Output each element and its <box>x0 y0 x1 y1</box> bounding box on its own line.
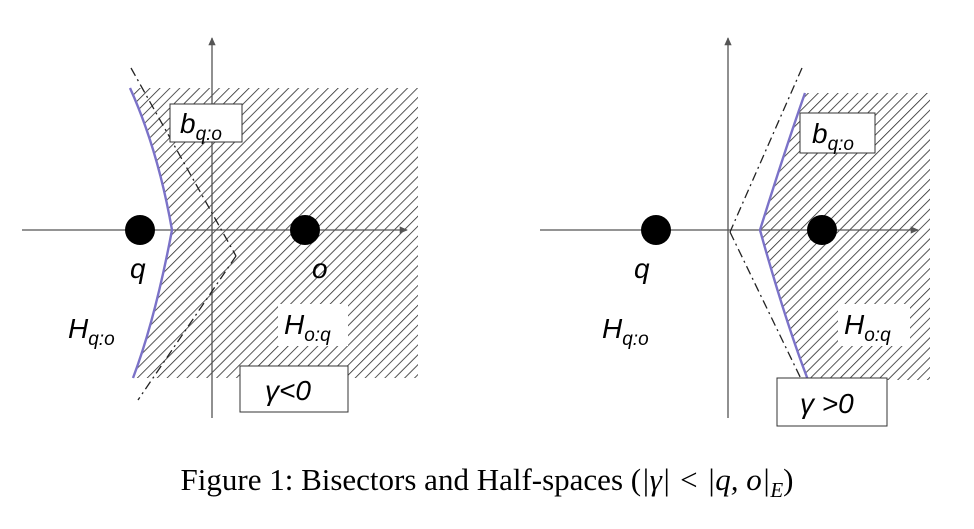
left-bisector-label: bq:o <box>180 108 222 145</box>
left-halfspace-q-label: Hq:o <box>68 313 115 350</box>
left-panel: q o bq:o Hq:o Ho:q γ<0 <box>22 37 418 418</box>
right-gamma-box <box>776 377 888 427</box>
left-label-q: q <box>130 253 146 284</box>
right-bisector-curve <box>758 92 810 381</box>
right-label-q: q <box>634 253 650 284</box>
left-gamma-box <box>239 365 349 413</box>
left-halfspace-o-label: Ho:q <box>284 309 331 346</box>
right-asymptote <box>729 67 803 233</box>
caption-close: ) <box>783 462 794 497</box>
right-point-o <box>807 215 837 245</box>
left-bisector-curve <box>128 87 174 379</box>
caption-math: |γ| < |q, o| <box>641 462 771 497</box>
left-bisector-label-box <box>169 103 243 143</box>
caption-subscript: E <box>770 478 784 503</box>
caption-text: Figure 1: Bisectors and Half-spaces ( <box>180 462 642 497</box>
right-panel: q bq:o Hq:o Ho:q γ >0 <box>540 37 930 427</box>
left-point-o <box>290 215 320 245</box>
right-halfspace-o-label: Ho:q <box>844 309 891 346</box>
left-point-q <box>125 215 155 245</box>
left-label-o: o <box>312 253 328 284</box>
right-point-q <box>641 215 671 245</box>
left-gamma-label: γ<0 <box>265 375 311 406</box>
right-halfspace-o-label-bg <box>838 304 910 346</box>
left-asymptote <box>130 67 237 257</box>
right-halfspace-q-label: Hq:o <box>602 313 649 350</box>
figure-caption: Figure 1: Bisectors and Half-spaces (|γ|… <box>0 462 974 503</box>
right-gamma-label: γ >0 <box>800 388 854 419</box>
right-bisector-label: bq:o <box>812 118 854 155</box>
right-bisector-label-box <box>799 112 876 154</box>
right-asymptote <box>729 231 805 386</box>
left-halfspace-o-label-bg <box>278 304 348 346</box>
